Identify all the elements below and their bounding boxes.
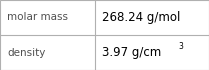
Text: molar mass: molar mass <box>7 13 68 22</box>
Text: 3: 3 <box>178 42 184 51</box>
Text: 3.97 g/cm: 3.97 g/cm <box>102 46 161 59</box>
Text: 268.24 g/mol: 268.24 g/mol <box>102 11 180 24</box>
Text: density: density <box>7 48 45 57</box>
